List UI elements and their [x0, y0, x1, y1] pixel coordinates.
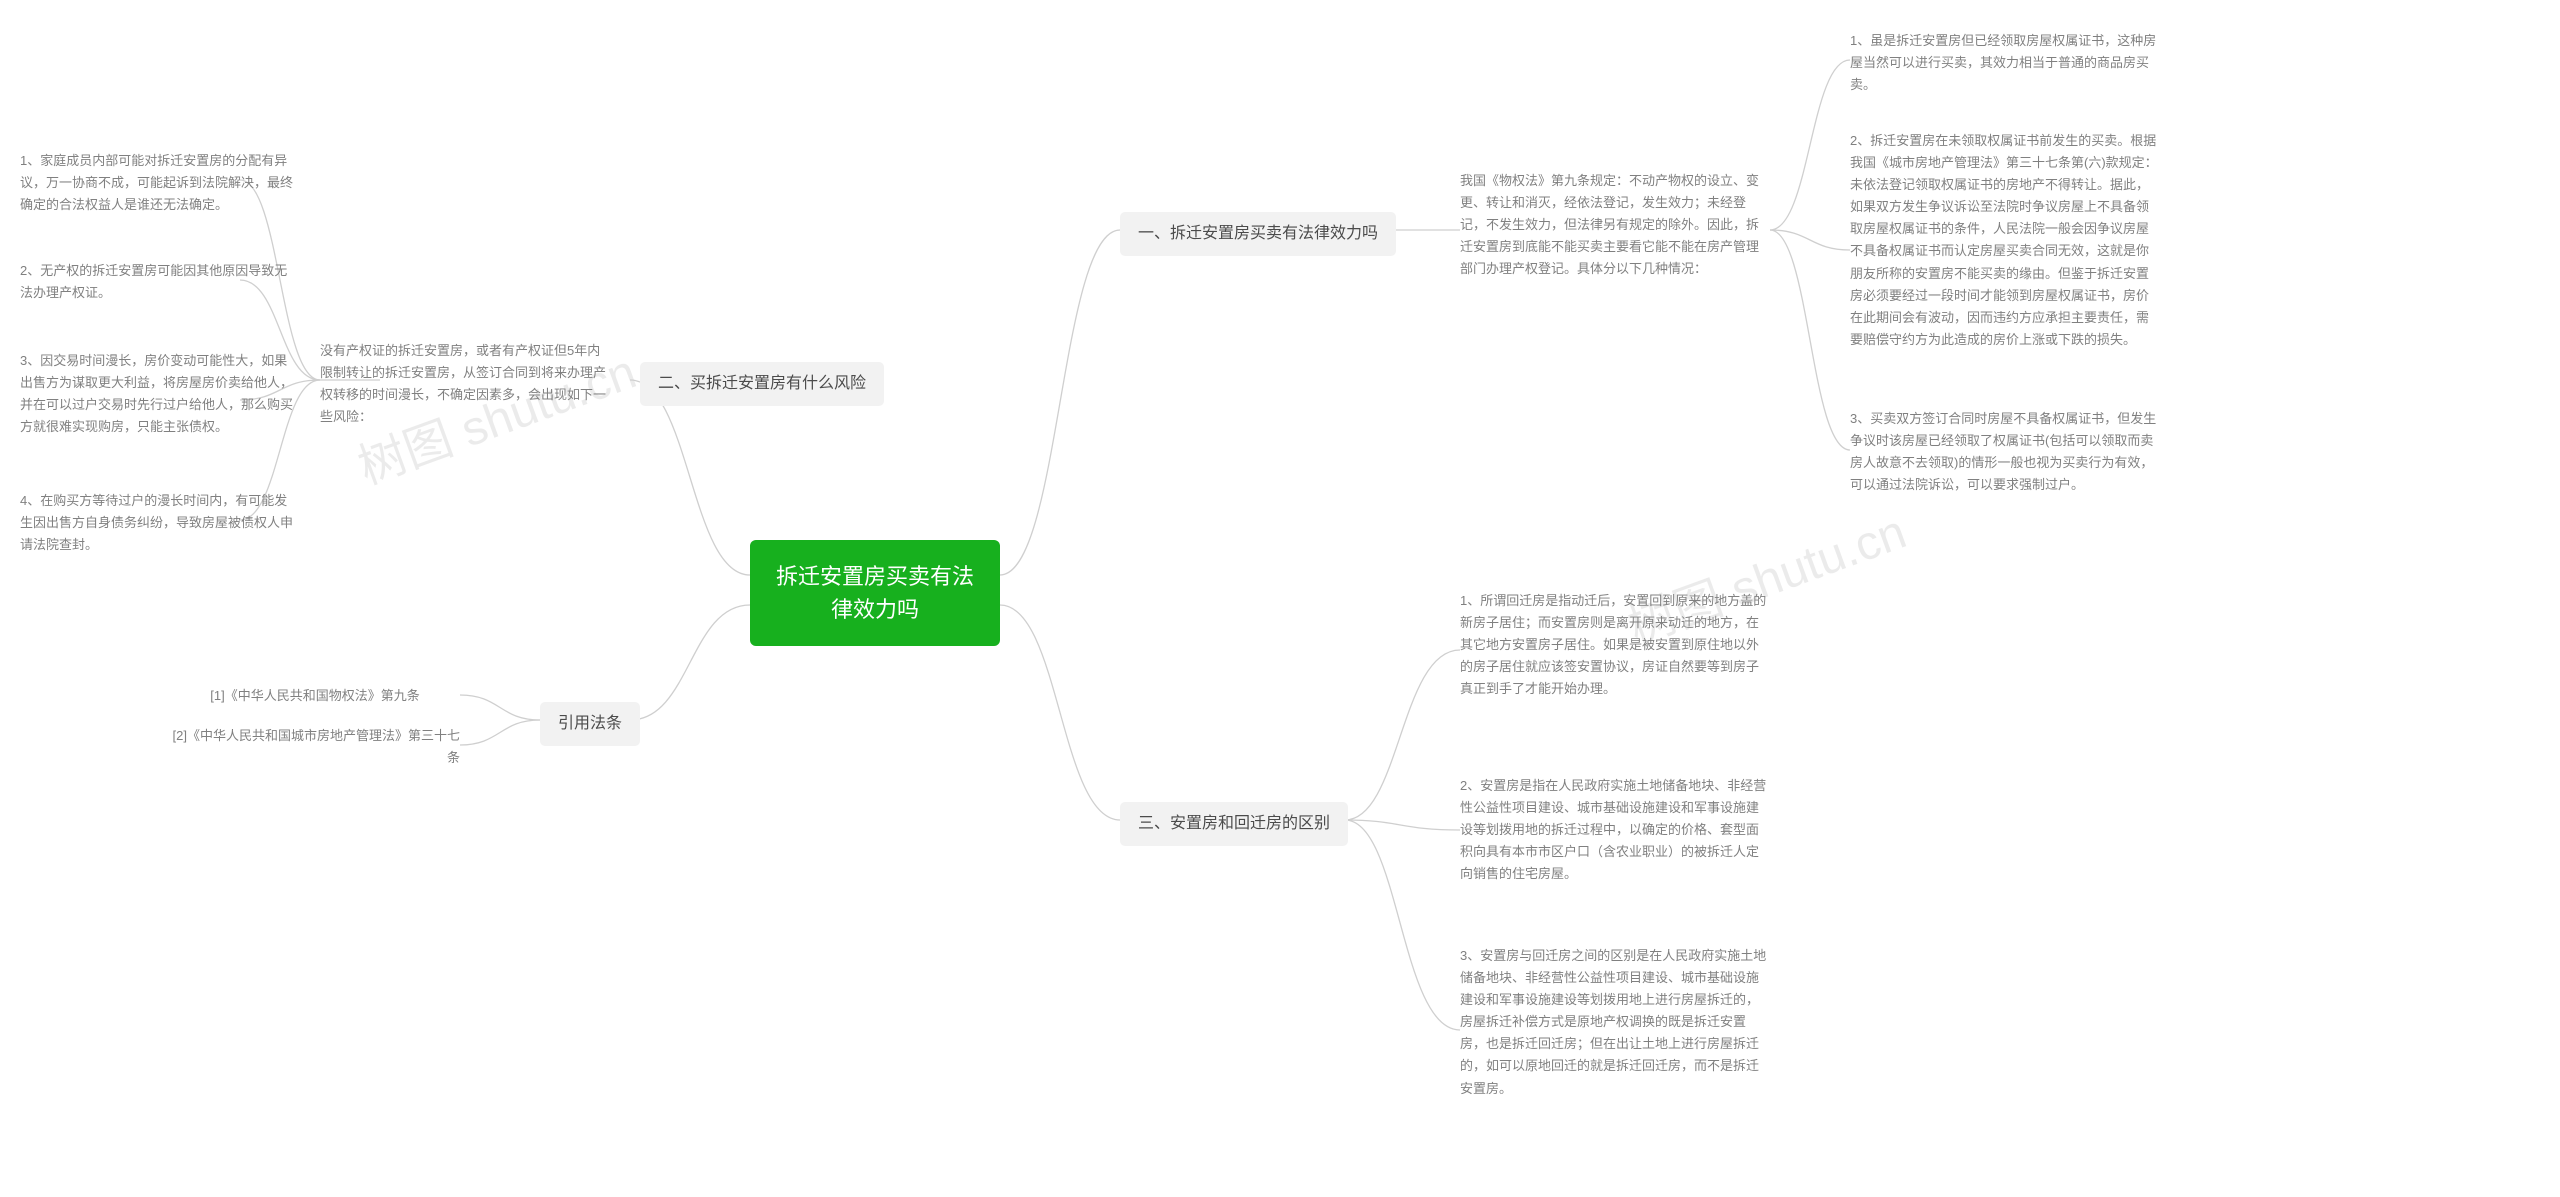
leaf-text: 2、安置房是指在人民政府实施土地储备地块、非经营性公益性项目建设、城市基础设施建… [1460, 775, 1770, 885]
leaf-text: 我国《物权法》第九条规定：不动产物权的设立、变更、转让和消灭，经依法登记，发生效… [1460, 170, 1770, 280]
leaf-text: 4、在购买方等待过户的漫长时间内，有可能发生因出售方自身债务纠纷，导致房屋被债权… [20, 490, 300, 556]
leaf-text: [2]《中华人民共和国城市房地产管理法》第三十七条 [170, 725, 460, 769]
branch-right-3-leaf-2: 2、安置房是指在人民政府实施土地储备地块、非经营性公益性项目建设、城市基础设施建… [1460, 775, 1770, 885]
branch-right-1-leaf-2: 2、拆迁安置房在未领取权属证书前发生的买卖。根据我国《城市房地产管理法》第三十七… [1850, 130, 2160, 351]
branch-left-2-leaf-3: 3、因交易时间漫长，房价变动可能性大，如果出售方为谋取更大利益，将房屋房价卖给他… [20, 350, 300, 438]
leaf-text: [1]《中华人民共和国物权法》第九条 [210, 685, 419, 707]
branch-left-2-leaf-4: 4、在购买方等待过户的漫长时间内，有可能发生因出售方自身债务纠纷，导致房屋被债权… [20, 490, 300, 556]
branch-right-1-leaf-3: 3、买卖双方签订合同时房屋不具备权属证书，但发生争议时该房屋已经领取了权属证书(… [1850, 408, 2160, 496]
leaf-text: 3、安置房与回迁房之间的区别是在人民政府实施土地储备地块、非经营性公益性项目建设… [1460, 945, 1770, 1100]
leaf-text: 2、无产权的拆迁安置房可能因其他原因导致无法办理产权证。 [20, 260, 300, 304]
branch-left-2: 二、买拆迁安置房有什么风险 [640, 362, 884, 406]
branch-label: 一、拆迁安置房买卖有法律效力吗 [1138, 222, 1378, 246]
branch-left-2-leaf-1: 1、家庭成员内部可能对拆迁安置房的分配有异议，万一协商不成，可能起诉到法院解决，… [20, 150, 300, 216]
branch-right-3: 三、安置房和回迁房的区别 [1120, 802, 1348, 846]
branch-right-1-mid: 我国《物权法》第九条规定：不动产物权的设立、变更、转让和消灭，经依法登记，发生效… [1460, 170, 1770, 280]
leaf-text: 3、因交易时间漫长，房价变动可能性大，如果出售方为谋取更大利益，将房屋房价卖给他… [20, 350, 300, 438]
branch-label: 二、买拆迁安置房有什么风险 [658, 372, 866, 396]
connectors [0, 0, 2560, 1197]
branch-left-2-desc: 没有产权证的拆迁安置房，或者有产权证但5年内限制转让的拆迁安置房，从签订合同到将… [320, 340, 610, 428]
leaf-text: 2、拆迁安置房在未领取权属证书前发生的买卖。根据我国《城市房地产管理法》第三十七… [1850, 130, 2160, 351]
root-node: 拆迁安置房买卖有法律效力吗 [750, 540, 1000, 646]
leaf-text: 3、买卖双方签订合同时房屋不具备权属证书，但发生争议时该房屋已经领取了权属证书(… [1850, 408, 2160, 496]
leaf-text: 1、虽是拆迁安置房但已经领取房屋权属证书，这种房屋当然可以进行买卖，其效力相当于… [1850, 30, 2160, 96]
branch-cite-leaf-2: [2]《中华人民共和国城市房地产管理法》第三十七条 [170, 725, 460, 769]
branch-cite-leaf-1: [1]《中华人民共和国物权法》第九条 [170, 685, 460, 707]
branch-right-3-leaf-3: 3、安置房与回迁房之间的区别是在人民政府实施土地储备地块、非经营性公益性项目建设… [1460, 945, 1770, 1100]
leaf-text: 1、所谓回迁房是指动迁后，安置回到原来的地方盖的新房子居住；而安置房则是离开原来… [1460, 590, 1770, 700]
branch-right-1-leaf-1: 1、虽是拆迁安置房但已经领取房屋权属证书，这种房屋当然可以进行买卖，其效力相当于… [1850, 30, 2160, 96]
branch-label: 引用法条 [558, 712, 622, 736]
leaf-text: 1、家庭成员内部可能对拆迁安置房的分配有异议，万一协商不成，可能起诉到法院解决，… [20, 150, 300, 216]
leaf-text: 没有产权证的拆迁安置房，或者有产权证但5年内限制转让的拆迁安置房，从签订合同到将… [320, 340, 610, 428]
branch-right-3-leaf-1: 1、所谓回迁房是指动迁后，安置回到原来的地方盖的新房子居住；而安置房则是离开原来… [1460, 590, 1770, 700]
branch-left-2-leaf-2: 2、无产权的拆迁安置房可能因其他原因导致无法办理产权证。 [20, 260, 300, 304]
branch-label: 三、安置房和回迁房的区别 [1138, 812, 1330, 836]
branch-right-1: 一、拆迁安置房买卖有法律效力吗 [1120, 212, 1396, 256]
branch-cite: 引用法条 [540, 702, 640, 746]
root-label: 拆迁安置房买卖有法律效力吗 [776, 560, 974, 626]
